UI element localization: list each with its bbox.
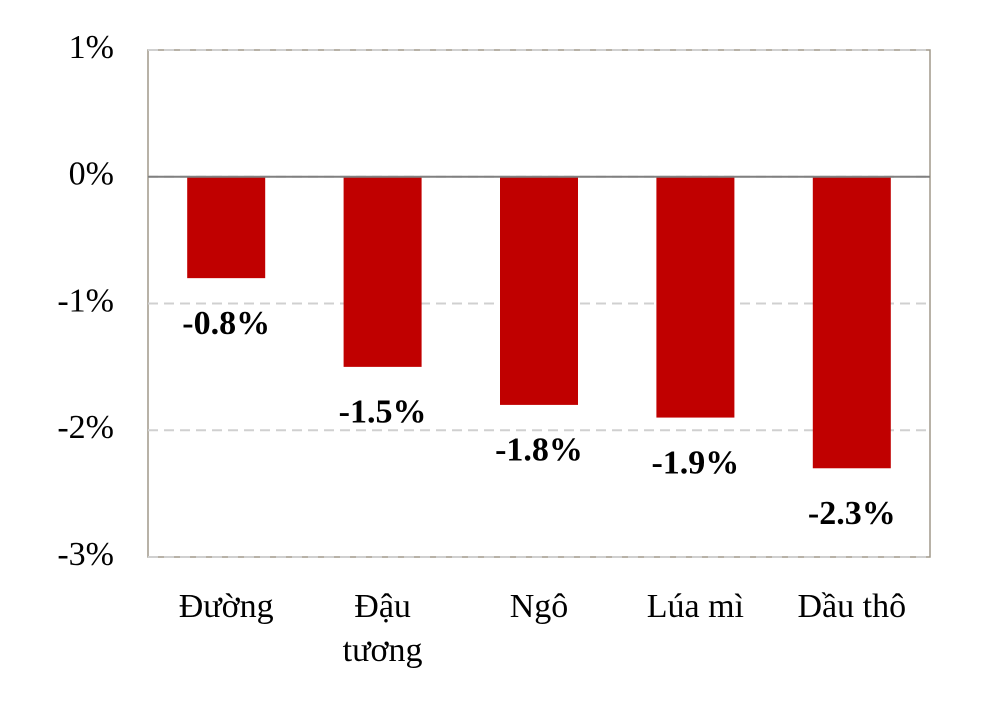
bar (343, 176, 422, 367)
data-label: -1.8% (495, 432, 583, 469)
bar (500, 176, 578, 405)
y-tick-label: -2% (57, 409, 114, 446)
data-label: -1.9% (651, 444, 739, 481)
x-tick-label: Đậu tương (342, 588, 423, 669)
data-label: -2.3% (808, 495, 896, 532)
y-tick-label: 0% (69, 156, 114, 193)
x-tick-label: Lúa mì (646, 588, 745, 625)
bar (656, 176, 735, 418)
y-tick-label: -3% (57, 536, 114, 573)
x-tick-label: Ngô (509, 588, 569, 625)
y-tick-label: -1% (57, 282, 114, 319)
data-label: -0.8% (182, 305, 270, 342)
x-tick-label: Dầu thô (797, 588, 907, 625)
y-tick-label: 1% (69, 29, 114, 66)
bar (812, 176, 891, 469)
bar (187, 176, 266, 279)
x-tick-label: Đường (178, 588, 274, 625)
data-label: -1.5% (339, 394, 427, 431)
